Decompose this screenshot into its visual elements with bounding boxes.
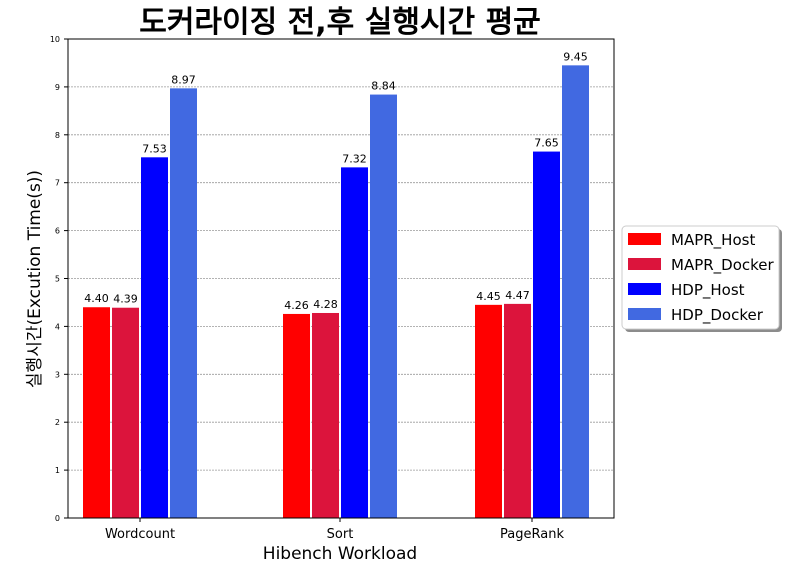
data-label: 4.39 xyxy=(113,293,138,306)
legend-box xyxy=(621,225,780,330)
legend-swatch xyxy=(628,308,661,320)
y-tick-label: 9 xyxy=(55,83,60,92)
data-labels: 4.40 4.39 7.53 8.97 4.26 4.28 7.32 8.84 4.45 4.47… xyxy=(84,50,588,312)
x-tick-label: Wordcount xyxy=(105,527,175,542)
x-axis-ticks: Wordcount Sort PageRank xyxy=(105,518,564,542)
data-label: 4.40 xyxy=(84,292,109,305)
legend-label: HDP_Host xyxy=(671,281,745,300)
y-tick-label: 5 xyxy=(55,275,60,284)
data-label: 8.84 xyxy=(371,80,396,93)
bar-hdp-docker-pagerank xyxy=(562,65,589,518)
bar-mapr-host-wordcount xyxy=(83,307,110,518)
bar-mapr-docker-sort xyxy=(312,312,339,518)
legend: MAPR_Host MAPR_Docker HDP_Host HDP_Docker xyxy=(621,225,782,332)
bar-mapr-host-pagerank xyxy=(475,304,502,518)
data-label: 8.97 xyxy=(171,73,196,86)
chart-title: 도커라이징 전,후 실행시간 평균 xyxy=(139,5,541,40)
bar-mapr-host-sort xyxy=(283,313,310,518)
bar-hdp-docker-wordcount xyxy=(170,88,197,518)
bars xyxy=(83,65,589,519)
y-tick-label: 4 xyxy=(55,322,60,331)
legend-label: MAPR_Docker xyxy=(671,256,775,275)
y-tick-label: 3 xyxy=(55,370,60,379)
y-tick-label: 10 xyxy=(50,35,60,44)
y-tick-label: 7 xyxy=(55,179,60,188)
data-label: 7.65 xyxy=(534,137,559,150)
y-axis-label: 실행시간(Excution Time(s)) xyxy=(25,170,45,388)
bar-hdp-host-wordcount xyxy=(141,157,168,519)
y-tick-label: 8 xyxy=(55,131,60,140)
y-tick-label: 2 xyxy=(55,418,60,427)
x-tick-label: Sort xyxy=(327,527,354,542)
data-label: 7.32 xyxy=(342,152,367,165)
legend-label: HDP_Docker xyxy=(671,306,764,325)
bar-mapr-docker-pagerank xyxy=(504,303,531,518)
bar-hdp-docker-sort xyxy=(370,94,397,519)
data-label: 4.26 xyxy=(284,299,309,312)
bar-hdp-host-sort xyxy=(341,167,368,518)
x-axis-label: Hibench Workload xyxy=(263,544,417,564)
y-tick-label: 6 xyxy=(55,227,60,236)
legend-swatch xyxy=(628,233,661,245)
y-tick-label: 1 xyxy=(55,466,60,475)
x-tick-label: PageRank xyxy=(500,527,564,542)
bar-mapr-docker-wordcount xyxy=(112,307,139,518)
legend-swatch xyxy=(628,258,661,270)
data-label: 9.45 xyxy=(563,50,588,63)
y-tick-label: 0 xyxy=(55,514,60,523)
legend-label: MAPR_Host xyxy=(671,231,755,250)
legend-swatch xyxy=(628,283,661,295)
data-label: 4.45 xyxy=(476,290,501,303)
data-label: 4.28 xyxy=(313,298,338,311)
data-label: 7.53 xyxy=(142,142,167,155)
bar-hdp-host-pagerank xyxy=(533,151,560,518)
data-label: 4.47 xyxy=(505,289,530,302)
y-axis-ticks: 0 1 2 3 4 5 6 7 8 9 10 xyxy=(50,35,68,523)
